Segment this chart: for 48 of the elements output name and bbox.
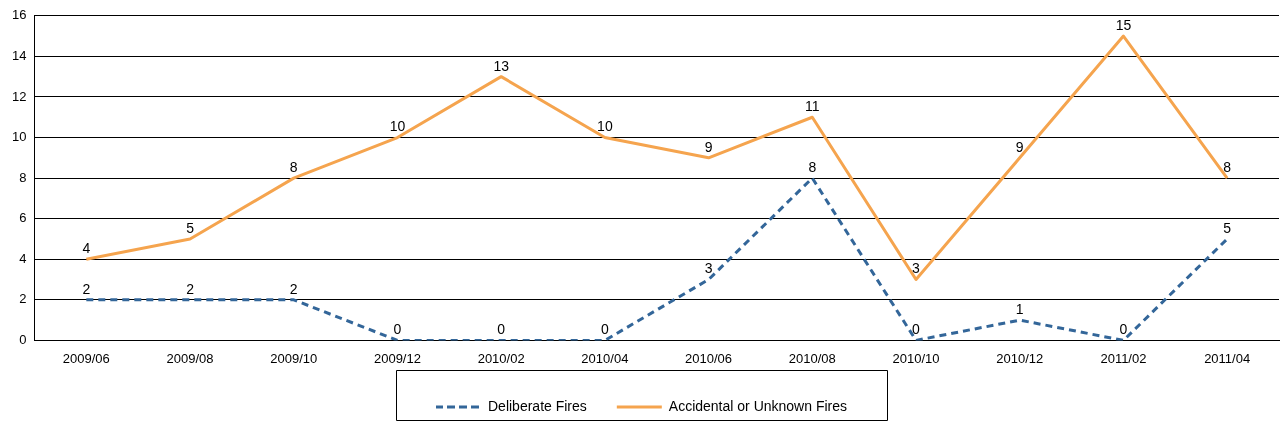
data-label: 9 <box>704 138 713 155</box>
data-label: 0 <box>497 321 506 338</box>
x-tick-label: 2009/10 <box>270 350 318 366</box>
x-tick-label: 2011/02 <box>1100 350 1147 366</box>
data-label: 9 <box>1015 138 1024 155</box>
y-tick-label: 10 <box>11 129 27 145</box>
data-label: 8 <box>289 158 298 175</box>
data-label: 10 <box>389 118 406 135</box>
data-label: 13 <box>493 57 510 74</box>
data-label: 4 <box>82 240 91 257</box>
x-tick-label: 2009/12 <box>373 350 421 366</box>
x-tick-label: 2010/08 <box>788 350 836 366</box>
x-tick-label: 2009/08 <box>166 350 214 366</box>
y-tick-label: 2 <box>19 291 27 307</box>
x-tick-label: 2010/02 <box>477 350 525 366</box>
data-label: 3 <box>912 260 921 277</box>
data-label: 2 <box>289 280 298 297</box>
data-label: 3 <box>704 260 713 277</box>
legend-label: Accidental or Unknown Fires <box>668 397 847 414</box>
x-tick-label: 2011/04 <box>1204 350 1251 366</box>
data-label: 0 <box>393 321 402 338</box>
data-label: 11 <box>805 98 820 115</box>
x-tick-label: 2009/06 <box>62 350 110 366</box>
data-label: 2 <box>82 280 91 297</box>
y-tick-label: 14 <box>11 47 27 63</box>
x-tick-label: 2010/12 <box>996 350 1044 366</box>
line-series <box>84 176 1229 341</box>
y-tick-label: 0 <box>19 331 27 347</box>
data-label: 5 <box>186 219 195 236</box>
data-label: 0 <box>600 321 609 338</box>
data-label: 5 <box>1223 219 1232 236</box>
legend-label: Deliberate Fires <box>488 397 587 414</box>
data-label: 0 <box>1119 321 1128 338</box>
y-tick-label: 16 <box>11 7 27 23</box>
data-label: 10 <box>597 118 613 135</box>
x-tick-label: 2010/04 <box>581 350 629 366</box>
y-tick-label: 6 <box>19 210 27 226</box>
x-tick-label: 2010/06 <box>685 350 733 366</box>
y-tick-label: 4 <box>19 250 27 266</box>
data-label: 8 <box>808 158 817 175</box>
data-label: 8 <box>1223 158 1232 175</box>
y-tick-label: 12 <box>11 88 27 104</box>
data-label: 0 <box>912 321 921 338</box>
data-label: 2 <box>186 280 195 297</box>
data-label: 1 <box>1015 300 1024 317</box>
x-tick-label: 2010/10 <box>892 350 940 366</box>
data-label: 15 <box>1115 16 1132 33</box>
y-tick-label: 8 <box>19 169 27 185</box>
